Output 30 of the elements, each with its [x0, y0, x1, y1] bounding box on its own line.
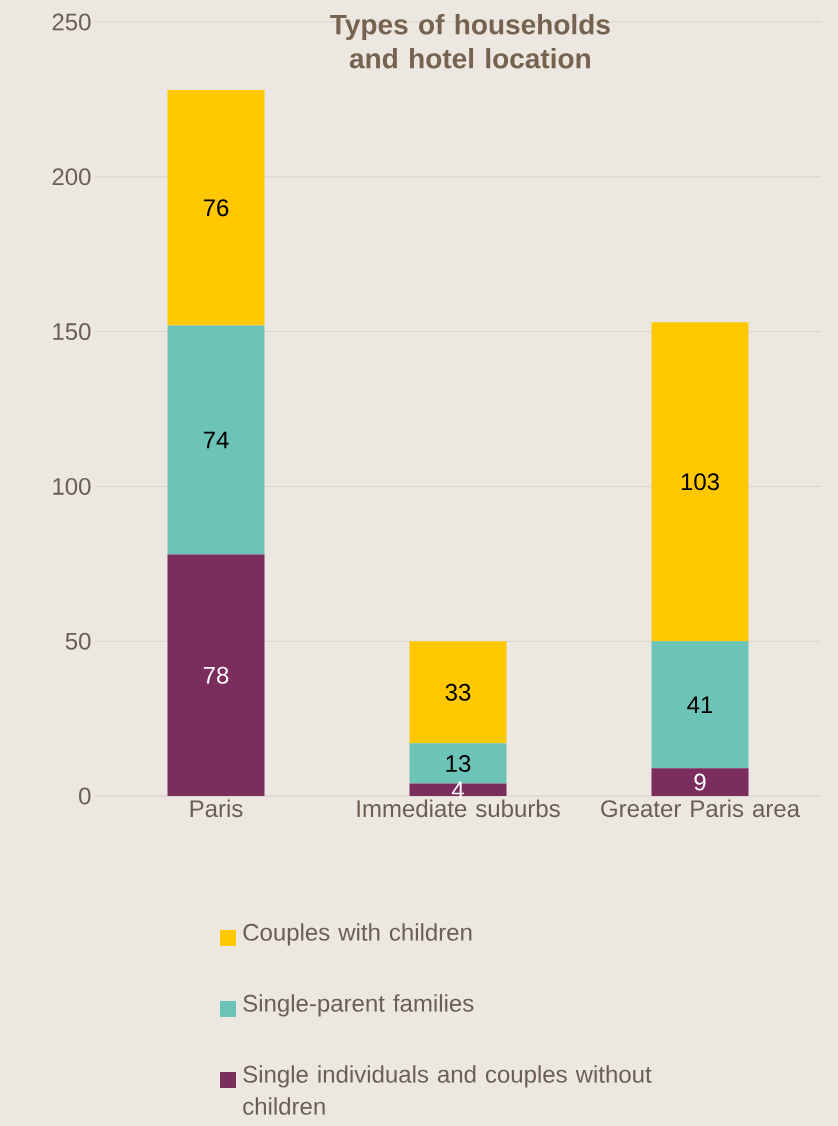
legend-label: Single-parent families [243, 994, 474, 1017]
y-tick-label: 100 [53, 477, 91, 495]
x-tick-label: Greater Paris area [601, 799, 801, 818]
bar [167, 90, 265, 326]
data-label: 9 [694, 773, 706, 791]
data-label: 41 [687, 696, 713, 713]
bar [651, 322, 749, 642]
data-label: 78 [203, 666, 229, 684]
bar [651, 768, 749, 796]
bar [167, 554, 265, 796]
data-label: 76 [203, 199, 229, 217]
y-tick-label: 250 [52, 13, 91, 31]
data-label: 103 [681, 473, 719, 491]
data-label: 13 [446, 755, 471, 772]
bar [167, 325, 265, 555]
x-tick-label: Immediate suburbs [357, 799, 560, 818]
data-label: 74 [203, 431, 229, 449]
y-tick-label: 0 [79, 787, 91, 805]
legend-label: Couples with children [243, 923, 472, 946]
y-tick-label: 50 [65, 632, 91, 650]
data-label: 4 [451, 781, 464, 799]
y-tick-label: 150 [53, 323, 91, 341]
bar [409, 783, 507, 796]
bar [409, 641, 507, 744]
y-tick-label: 200 [52, 168, 91, 186]
legend-label: Single individuals and couples without children [243, 1065, 652, 1115]
bar [651, 641, 749, 769]
chart-title: Types of households and hotel location [330, 13, 610, 69]
data-label: 33 [445, 683, 471, 701]
x-tick-label: Paris [190, 799, 243, 818]
